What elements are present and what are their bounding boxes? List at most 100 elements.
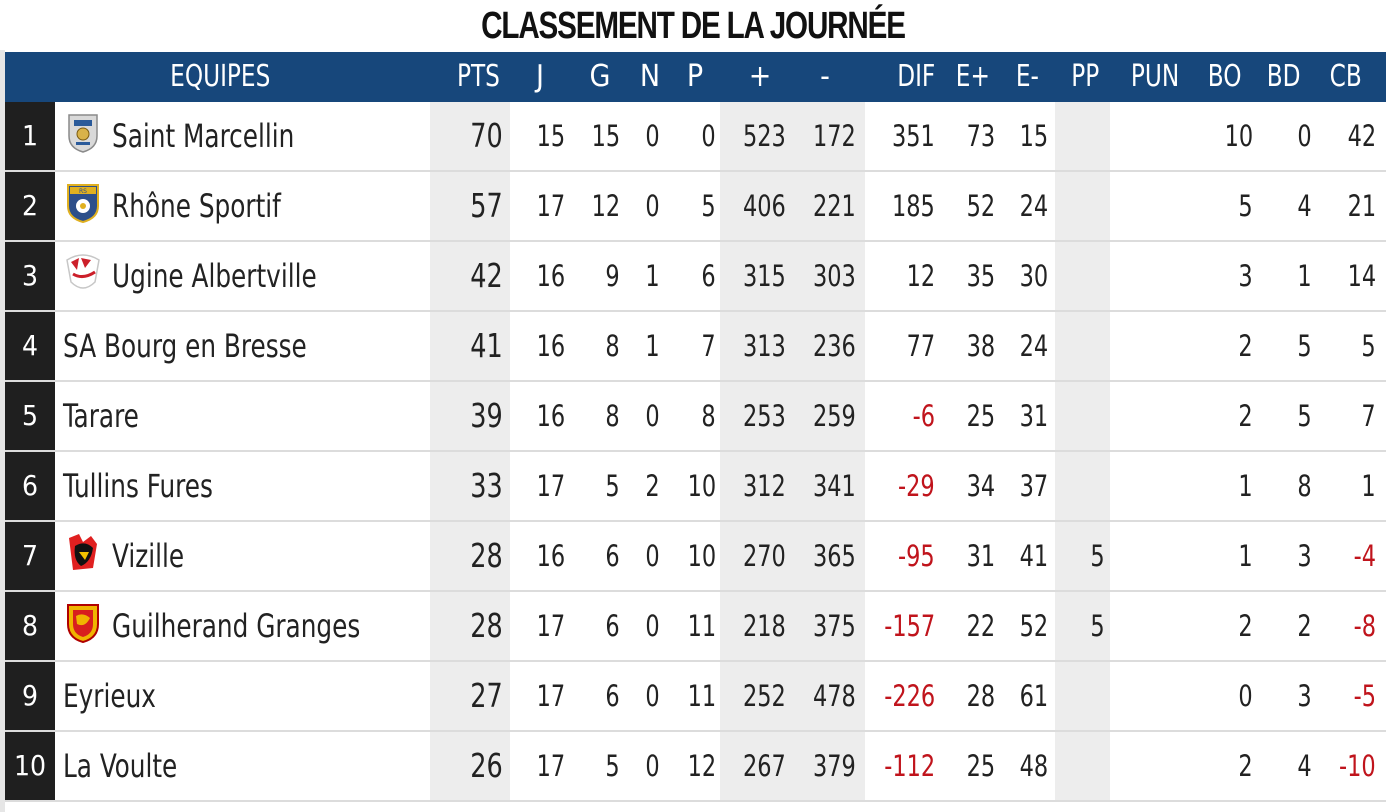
cell-pun [1120, 242, 1190, 310]
cell-eplus-value: 22 [966, 609, 995, 643]
cell-n-value: 1 [645, 259, 660, 293]
column-shade [430, 312, 510, 380]
header-bd: BD [1267, 59, 1301, 94]
column-shade [1055, 592, 1110, 660]
header-pts: PTS [457, 59, 500, 94]
cell-p: 10 [673, 522, 716, 590]
cell-pp-value: 5 [1090, 539, 1105, 573]
cell-minus: 303 [800, 242, 856, 310]
cell-j: 16 [520, 312, 565, 380]
cell-pts-value: 42 [470, 256, 503, 295]
team-name[interactable]: Ugine Albertville [112, 242, 472, 310]
cell-j: 15 [520, 102, 565, 170]
team-name[interactable]: La Voulte [63, 732, 423, 800]
cell-g-value: 6 [605, 609, 620, 643]
cell-pp: 5 [1060, 592, 1105, 660]
cell-bo-value: 1 [1238, 469, 1253, 503]
cell-eplus: 52 [950, 172, 995, 240]
team-name[interactable]: Guilherand Granges [112, 592, 472, 660]
cell-j: 17 [520, 592, 565, 660]
column-shade [1055, 732, 1110, 800]
cell-bd-value: 2 [1297, 609, 1312, 643]
cell-p: 12 [673, 732, 716, 800]
cell-n-value: 0 [645, 189, 660, 223]
cell-dif: 12 [865, 242, 935, 310]
column-shade [720, 592, 865, 660]
cell-pts-value: 39 [470, 396, 503, 435]
team-name[interactable]: Rhône Sportif [112, 172, 472, 240]
cell-bo-value: 2 [1238, 399, 1253, 433]
cell-dif-value: 77 [906, 329, 935, 363]
cell-eminus: 41 [1003, 522, 1048, 590]
cell-bo: 3 [1200, 242, 1253, 310]
cell-pp [1060, 452, 1105, 520]
cell-pun [1120, 662, 1190, 730]
header-j: J [536, 59, 544, 94]
cell-g: 6 [575, 662, 620, 730]
cell-n-value: 0 [645, 119, 660, 153]
cell-eplus: 34 [950, 452, 995, 520]
header-team: EQUIPES [169, 59, 271, 94]
team-name[interactable]: SA Bourg en Bresse [63, 312, 423, 380]
cell-plus: 312 [730, 452, 786, 520]
cell-cb: 7 [1318, 382, 1376, 450]
column-shade [430, 592, 510, 660]
rank-cell: 4 [5, 312, 55, 380]
cell-n: 0 [630, 382, 660, 450]
team-name[interactable]: Tullins Fures [63, 452, 423, 520]
cell-p: 11 [673, 592, 716, 660]
vizille-logo [65, 532, 101, 574]
cell-dif-value: 351 [892, 119, 935, 153]
cell-eplus-value: 35 [966, 259, 995, 293]
cell-n: 0 [630, 592, 660, 660]
cell-cb-value: 21 [1347, 189, 1376, 223]
rhone-sportif-logo [65, 182, 101, 224]
cell-p-value: 6 [701, 259, 716, 293]
cell-cb: -10 [1318, 732, 1376, 800]
cell-pp [1060, 312, 1105, 380]
team-name[interactable]: Eyrieux [63, 662, 423, 730]
column-shade [430, 662, 510, 730]
cell-g: 5 [575, 452, 620, 520]
column-shade [1055, 662, 1110, 730]
table-row: 4 SA Bourg en Bresse 41 16 8 1 7 313 236 77 38 24 2 5… [5, 312, 1386, 382]
cell-bo: 10 [1200, 102, 1253, 170]
cell-cb-value: 5 [1361, 329, 1376, 363]
cell-plus-value: 252 [743, 679, 786, 713]
cell-eminus: 24 [1003, 172, 1048, 240]
rank-cell: 5 [5, 382, 55, 450]
column-shade [720, 522, 865, 590]
team-name[interactable]: Tarare [63, 382, 423, 450]
cell-j: 16 [520, 242, 565, 310]
cell-j-value: 17 [536, 469, 565, 503]
cell-g-value: 5 [605, 469, 620, 503]
cell-pts: 27 [435, 662, 503, 730]
cell-bd: 4 [1259, 732, 1312, 800]
cell-j-value: 15 [536, 119, 565, 153]
cell-j-value: 17 [536, 189, 565, 223]
cell-p-value: 11 [687, 609, 716, 643]
cell-p-value: 0 [701, 119, 716, 153]
team-name[interactable]: Saint Marcellin [112, 102, 472, 170]
table-header: EQUIPES PTS J G N P + - DIF E+ E- PP PUN… [5, 52, 1386, 102]
cell-plus: 315 [730, 242, 786, 310]
cell-bd: 8 [1259, 452, 1312, 520]
cell-p-value: 11 [687, 679, 716, 713]
table-row: 9 Eyrieux 27 17 6 0 11 252 478 -226 28 61 0 3 -5 [5, 662, 1386, 732]
ugine-albertville-logo [65, 252, 101, 294]
cell-minus-value: 478 [813, 679, 856, 713]
header-minus: - [820, 59, 830, 94]
column-shade [430, 522, 510, 590]
cell-n: 1 [630, 312, 660, 380]
cell-p: 5 [673, 172, 716, 240]
team-name-text: Rhône Sportif [112, 187, 281, 225]
team-name-text: Ugine Albertville [112, 257, 317, 295]
cell-pts: 41 [435, 312, 503, 380]
column-shade [430, 102, 510, 170]
cell-eplus-value: 25 [966, 749, 995, 783]
team-name[interactable]: Vizille [112, 522, 472, 590]
team-name-text: Vizille [112, 537, 185, 575]
header-bo: BO [1208, 59, 1242, 94]
cell-plus-value: 315 [743, 259, 786, 293]
cell-p-value: 10 [687, 469, 716, 503]
